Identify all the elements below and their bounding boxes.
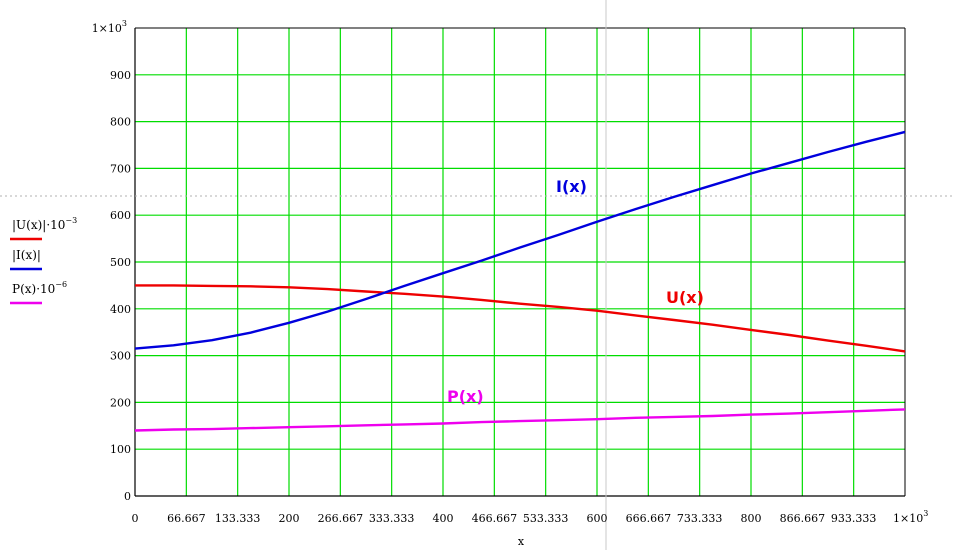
legend-entry-p: P(x)·10−6 bbox=[10, 280, 67, 305]
series-lines bbox=[134, 130, 906, 432]
x-tick-label: 600 bbox=[587, 512, 608, 525]
x-tick-label: 866.667 bbox=[780, 512, 826, 525]
series-annotation: I(x) bbox=[556, 177, 587, 196]
legend-entry-u: |U(x)|·10−3 bbox=[10, 216, 77, 241]
x-tick-label: 733.333 bbox=[677, 512, 723, 525]
x-tick-label: 133.333 bbox=[215, 512, 261, 525]
series-annotations: U(x) I(x) P(x) bbox=[447, 177, 704, 406]
y-tick-labels: 0 100 200 300 400 500 600 700 800 900 1×103 bbox=[92, 19, 131, 503]
x-tick-label: 466.667 bbox=[472, 512, 518, 525]
series-annotation: U(x) bbox=[666, 288, 704, 307]
y-tick-label: 700 bbox=[110, 162, 131, 175]
y-tick-label: 300 bbox=[110, 350, 131, 363]
y-tick-label: 400 bbox=[110, 303, 131, 316]
x-tick-label: 200 bbox=[279, 512, 300, 525]
x-tick-label-end: 1×103 bbox=[893, 509, 928, 525]
u-series-line bbox=[135, 284, 906, 353]
y-tick-label: 800 bbox=[110, 116, 131, 129]
legend-entry-i: |I(x)| bbox=[10, 248, 42, 271]
y-tick-label: 900 bbox=[110, 69, 131, 82]
x-tick-label: 800 bbox=[741, 512, 762, 525]
legend-label-exponent: −3 bbox=[65, 216, 77, 225]
legend-label: P(x)·10−6 bbox=[12, 280, 67, 296]
legend: |U(x)|·10−3 |I(x)| P(x)·10−6 bbox=[10, 216, 77, 305]
series-annotation: P(x) bbox=[447, 387, 484, 406]
x-tick-label: 0 bbox=[132, 512, 139, 525]
y-tick-label: 100 bbox=[110, 443, 131, 456]
x-tick-labels: 0 66.667 133.333 200 266.667 333.333 400 466.66… bbox=[132, 509, 929, 525]
y-tick-label: 200 bbox=[110, 396, 131, 409]
y-tick-label: 0 bbox=[124, 490, 131, 503]
i-series-line bbox=[134, 130, 906, 350]
x-tick-label: 933.333 bbox=[831, 512, 877, 525]
x-tick-label: 533.333 bbox=[523, 512, 569, 525]
y-tick-label-end: 1×103 bbox=[92, 19, 127, 35]
y-tick-label: 500 bbox=[110, 256, 131, 269]
x-tick-label: 400 bbox=[433, 512, 454, 525]
x-axis-label: x bbox=[518, 535, 525, 548]
grid-lines bbox=[135, 28, 905, 496]
legend-label: |U(x)|·10−3 bbox=[12, 216, 77, 232]
x-tick-label: 333.333 bbox=[369, 512, 415, 525]
y-tick-label-end-exponent: 3 bbox=[122, 19, 127, 28]
x-tick-label: 666.667 bbox=[626, 512, 672, 525]
p-series-line bbox=[134, 408, 906, 432]
legend-label: |I(x)| bbox=[12, 248, 41, 262]
x-tick-label-end-exponent: 3 bbox=[923, 509, 928, 518]
legend-label-exponent: −6 bbox=[55, 280, 67, 289]
y-tick-label: 600 bbox=[110, 209, 131, 222]
x-tick-label: 266.667 bbox=[318, 512, 364, 525]
x-tick-label: 66.667 bbox=[167, 512, 206, 525]
